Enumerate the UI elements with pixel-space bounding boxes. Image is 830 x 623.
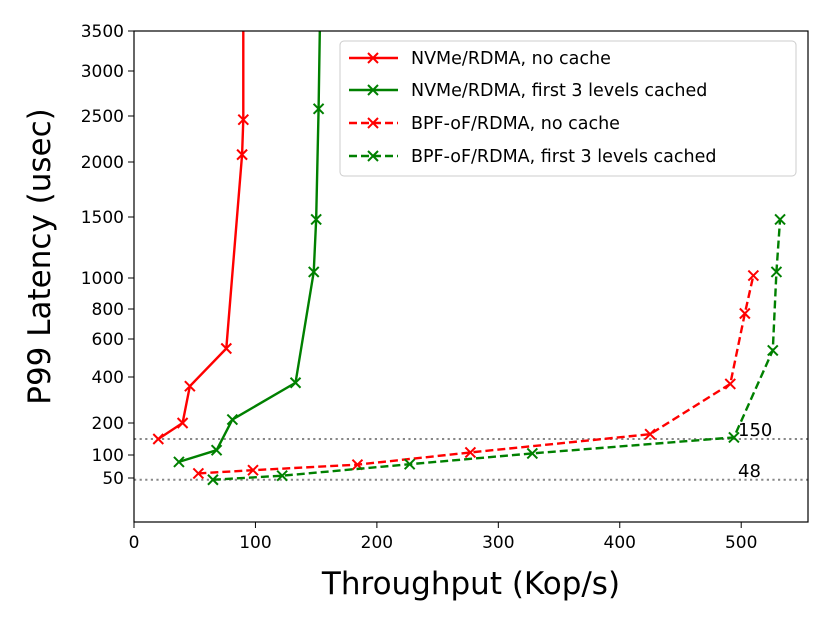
data-point — [728, 431, 740, 444]
data-point — [173, 456, 185, 468]
data-point — [220, 342, 233, 355]
data-point — [724, 378, 736, 390]
y-tick-label: 400 — [92, 368, 124, 388]
data-point — [774, 213, 786, 226]
series-line-2 — [198, 275, 755, 475]
reference-line-label-48: 48 — [738, 461, 761, 482]
y-tick-label: 3000 — [81, 62, 124, 82]
series-3 — [207, 213, 786, 486]
data-point — [289, 377, 302, 389]
data-point — [276, 469, 288, 482]
data-point — [152, 433, 164, 445]
y-axis-title: P99 Latency (usec) — [22, 108, 58, 404]
data-point — [739, 307, 751, 320]
data-point — [403, 458, 416, 470]
legend-swatch-marker — [367, 52, 379, 64]
y-tick-label: 800 — [92, 300, 124, 320]
series-2 — [192, 269, 760, 480]
x-tick-label: 300 — [482, 533, 514, 553]
data-point — [210, 444, 223, 456]
data-point — [747, 269, 760, 282]
legend-swatch-marker — [367, 150, 379, 162]
data-point — [526, 447, 539, 460]
data-point — [226, 413, 239, 426]
y-tick-label: 2500 — [81, 107, 124, 127]
x-axis-title: Throughput (Kop/s) — [321, 566, 620, 602]
series-line-3 — [212, 219, 782, 481]
y-tick-label: 100 — [92, 446, 124, 466]
x-axis-ticks: 0 100 200 300 400 500 — [129, 522, 757, 553]
data-point — [237, 113, 250, 126]
data-point — [310, 213, 322, 226]
data-point — [247, 464, 259, 476]
y-tick-label: 50 — [102, 469, 124, 489]
series-line-0 — [157, 31, 245, 441]
series-0 — [152, 31, 250, 445]
data-point — [644, 428, 656, 440]
data-point — [192, 467, 205, 480]
legend-label: NVMe/RDMA, no cache — [411, 49, 611, 69]
y-tick-label: 1500 — [81, 208, 124, 228]
data-point — [184, 380, 196, 392]
legend-label: BPF-oF/RDMA, first 3 levels cached — [411, 147, 716, 167]
y-axis-ticks: 50 100 200 400 600 800 1000 1500 2000 2500 3000 350… — [81, 22, 134, 489]
y-tick-label: 600 — [92, 330, 124, 350]
reference-line-label-150: 150 — [738, 420, 772, 441]
plot-frame — [133, 30, 809, 523]
data-point — [207, 474, 219, 486]
x-tick-label: 500 — [725, 533, 757, 553]
legend-swatch-marker — [367, 84, 379, 96]
x-tick-label: 100 — [239, 533, 271, 553]
y-tick-label: 3500 — [81, 22, 124, 42]
legend-label: NVMe/RDMA, first 3 levels cached — [411, 81, 707, 101]
plot-series — [152, 30, 786, 486]
data-point — [308, 266, 320, 278]
y-tick-label: 2000 — [81, 153, 124, 173]
x-tick-label: 0 — [129, 533, 140, 553]
reference-lines: 150 48 — [134, 420, 808, 482]
legend-swatch-marker — [367, 117, 379, 129]
series-line-1 — [178, 30, 322, 464]
data-point — [176, 417, 189, 429]
data-point — [770, 266, 783, 278]
legend-label: BPF-oF/RDMA, no cache — [411, 114, 620, 134]
data-point — [312, 103, 325, 115]
legend-box — [339, 40, 797, 177]
data-point — [236, 148, 248, 161]
x-tick-label: 400 — [604, 533, 636, 553]
legend: NVMe/RDMA, no cache NVMe/RDMA, first 3 le… — [339, 40, 797, 177]
data-point — [767, 344, 779, 357]
y-tick-label: 200 — [92, 414, 124, 434]
series-1 — [173, 30, 325, 468]
data-point — [464, 446, 477, 459]
x-tick-label: 200 — [361, 533, 393, 553]
y-tick-label: 1000 — [81, 269, 124, 289]
